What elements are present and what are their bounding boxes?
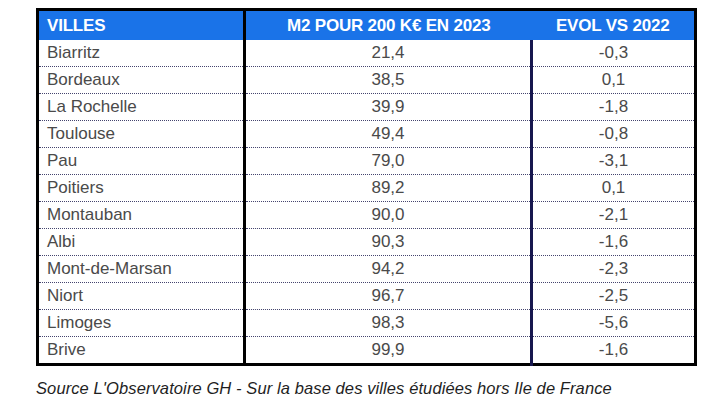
- evol-cell: -2,3: [532, 256, 696, 283]
- evol-cell: -3,1: [532, 148, 696, 175]
- evol-cell: -5,6: [532, 310, 696, 337]
- m2-cell: 49,4: [245, 121, 532, 148]
- table-row: Niort 96,7 -2,5: [38, 283, 696, 310]
- evol-cell: -1,6: [532, 229, 696, 256]
- column-header-evol-2022: EVOL VS 2022: [532, 10, 696, 41]
- evol-cell: -1,8: [532, 94, 696, 121]
- city-cell: Albi: [38, 229, 245, 256]
- table-row: Poitiers 89,2 0,1: [38, 175, 696, 202]
- table-row: Biarritz 21,4 -0,3: [38, 40, 696, 67]
- m2-cell: 89,2: [245, 175, 532, 202]
- m2-cell: 39,9: [245, 94, 532, 121]
- table-row: La Rochelle 39,9 -1,8: [38, 94, 696, 121]
- evol-cell: -2,5: [532, 283, 696, 310]
- table-row: Albi 90,3 -1,6: [38, 229, 696, 256]
- table-row: Brive 99,9 -1,6: [38, 337, 696, 365]
- table-row: Bordeaux 38,5 0,1: [38, 67, 696, 94]
- m2-cell: 90,3: [245, 229, 532, 256]
- table-row: Mont-de-Marsan 94,2 -2,3: [38, 256, 696, 283]
- evol-cell: -0,3: [532, 40, 696, 67]
- table-row: Montauban 90,0 -2,1: [38, 202, 696, 229]
- m2-cell: 38,5: [245, 67, 532, 94]
- city-cell: La Rochelle: [38, 94, 245, 121]
- m2-cell: 99,9: [245, 337, 532, 365]
- m2-cell: 96,7: [245, 283, 532, 310]
- evol-cell: -1,6: [532, 337, 696, 365]
- page: VILLES M2 POUR 200 K€ EN 2023 EVOL VS 20…: [0, 0, 727, 398]
- city-cell: Biarritz: [38, 40, 245, 67]
- city-cell: Mont-de-Marsan: [38, 256, 245, 283]
- m2-cell: 79,0: [245, 148, 532, 175]
- m2-cell: 94,2: [245, 256, 532, 283]
- table-row: Pau 79,0 -3,1: [38, 148, 696, 175]
- city-cell: Poitiers: [38, 175, 245, 202]
- city-cell: Montauban: [38, 202, 245, 229]
- city-cell: Limoges: [38, 310, 245, 337]
- evol-cell: -2,1: [532, 202, 696, 229]
- city-cell: Brive: [38, 337, 245, 365]
- column-header-m2-2023: M2 POUR 200 K€ EN 2023: [245, 10, 532, 41]
- evol-cell: 0,1: [532, 67, 696, 94]
- city-cell: Niort: [38, 283, 245, 310]
- m2-cell: 98,3: [245, 310, 532, 337]
- table-header-row: VILLES M2 POUR 200 K€ EN 2023 EVOL VS 20…: [38, 10, 696, 41]
- evol-cell: 0,1: [532, 175, 696, 202]
- table-row: Limoges 98,3 -5,6: [38, 310, 696, 337]
- table-row: Toulouse 49,4 -0,8: [38, 121, 696, 148]
- m2-cell: 21,4: [245, 40, 532, 67]
- m2-cell: 90,0: [245, 202, 532, 229]
- source-note: Source L'Observatoire GH - Sur la base d…: [36, 379, 727, 398]
- city-cell: Pau: [38, 148, 245, 175]
- city-cell: Toulouse: [38, 121, 245, 148]
- evol-cell: -0,8: [532, 121, 696, 148]
- column-header-villes: VILLES: [38, 10, 245, 41]
- cities-price-table: VILLES M2 POUR 200 K€ EN 2023 EVOL VS 20…: [36, 8, 697, 366]
- city-cell: Bordeaux: [38, 67, 245, 94]
